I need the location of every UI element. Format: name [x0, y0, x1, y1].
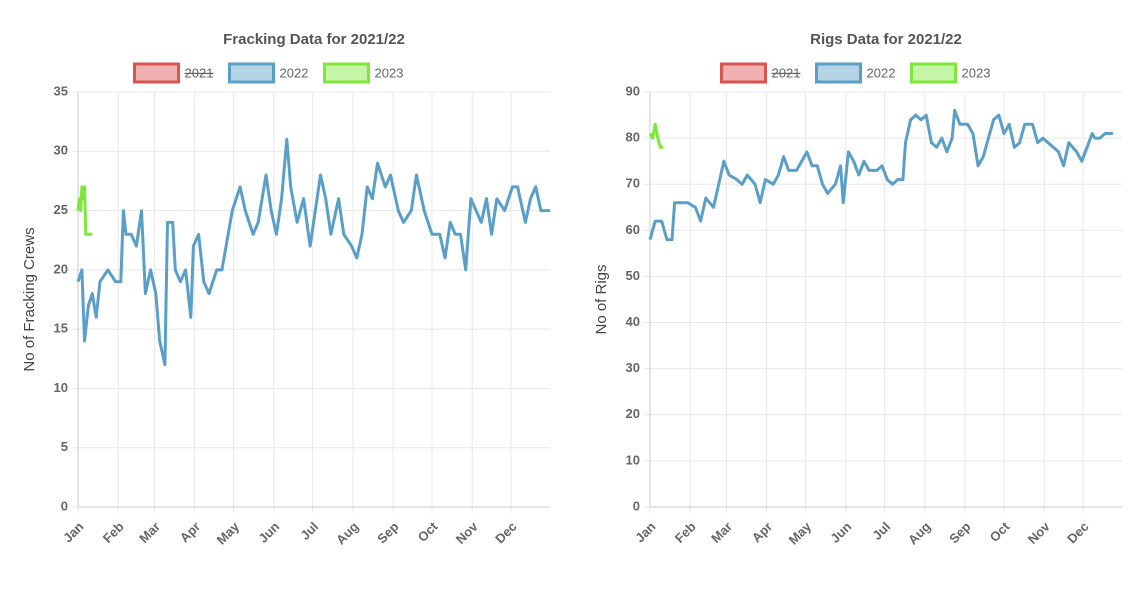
legend-swatch: [228, 62, 275, 84]
x-tick-label: Jul: [297, 519, 321, 543]
data-line: [76, 137, 550, 367]
y-tick-label: 10: [626, 452, 640, 467]
legend-label: 2021: [772, 65, 801, 80]
legend-label: 2022: [867, 65, 896, 80]
chart: Rigs Data for 2021/22 No of Rigs 0 10 20 30 40…: [593, 31, 1122, 547]
legend-label: 2023: [375, 65, 404, 80]
x-tick-label: Jul: [869, 519, 893, 543]
legend-swatch: [323, 62, 370, 84]
x-tick-label: May: [786, 518, 815, 547]
x-tick-label: Dec: [492, 519, 519, 546]
y-axis-label: No of Fracking Crews: [21, 227, 38, 371]
y-tick-label: 35: [54, 83, 68, 98]
y-tick-label: 30: [54, 143, 68, 158]
chart-title: Rigs Data for 2021/22: [810, 31, 962, 48]
y-tick-label: 40: [626, 314, 640, 329]
data-line: [76, 185, 93, 236]
y-tick-label: 50: [626, 268, 640, 283]
x-tick-label: Feb: [100, 519, 127, 546]
x-tick-label: Aug: [333, 519, 362, 548]
legend-swatch: [720, 62, 767, 84]
y-tick-label: 10: [54, 380, 68, 395]
legend-label: 2023: [962, 65, 991, 80]
y-tick-label: 90: [626, 83, 640, 98]
legend-swatch: [815, 62, 862, 84]
y-tick-label: 20: [626, 406, 640, 421]
x-tick-label: Apr: [177, 519, 203, 545]
x-tick-label: Sep: [946, 519, 974, 547]
data-line: [648, 122, 663, 149]
legend-label: 2021: [185, 65, 214, 80]
x-tick-label: Feb: [672, 519, 699, 546]
data-line: [648, 108, 1113, 242]
x-tick-label: Nov: [453, 518, 482, 547]
y-tick-label: 5: [61, 439, 68, 454]
x-tick-label: Jan: [632, 519, 658, 545]
y-tick-label: 25: [54, 202, 68, 217]
y-tick-label: 20: [54, 261, 68, 276]
y-tick-label: 0: [61, 498, 68, 513]
y-tick-label: 30: [626, 360, 640, 375]
x-tick-label: Jun: [827, 519, 854, 546]
x-tick-label: Mar: [708, 519, 735, 546]
x-tick-label: Jun: [255, 519, 282, 546]
x-tick-label: Mar: [136, 519, 163, 546]
y-tick-label: 80: [626, 130, 640, 145]
y-tick-label: 70: [626, 176, 640, 191]
x-tick-label: Aug: [905, 519, 934, 548]
chart: Fracking Data for 2021/22 No of Fracking …: [21, 31, 550, 547]
x-tick-label: Nov: [1025, 518, 1054, 547]
legend-swatch: [910, 62, 957, 84]
y-tick-label: 15: [54, 321, 68, 336]
x-tick-label: Sep: [374, 519, 402, 547]
x-tick-label: Oct: [415, 518, 441, 544]
x-tick-label: May: [214, 518, 243, 547]
x-tick-label: Oct: [987, 518, 1013, 544]
y-tick-label: 0: [633, 498, 640, 513]
y-axis-label: No of Rigs: [593, 264, 610, 334]
x-tick-label: Jan: [60, 519, 86, 545]
chart-title: Fracking Data for 2021/22: [223, 31, 405, 48]
x-tick-label: Apr: [749, 519, 775, 545]
legend-label: 2022: [280, 65, 309, 80]
legend-swatch: [133, 62, 180, 84]
x-tick-label: Dec: [1064, 519, 1091, 546]
y-tick-label: 60: [626, 222, 640, 237]
